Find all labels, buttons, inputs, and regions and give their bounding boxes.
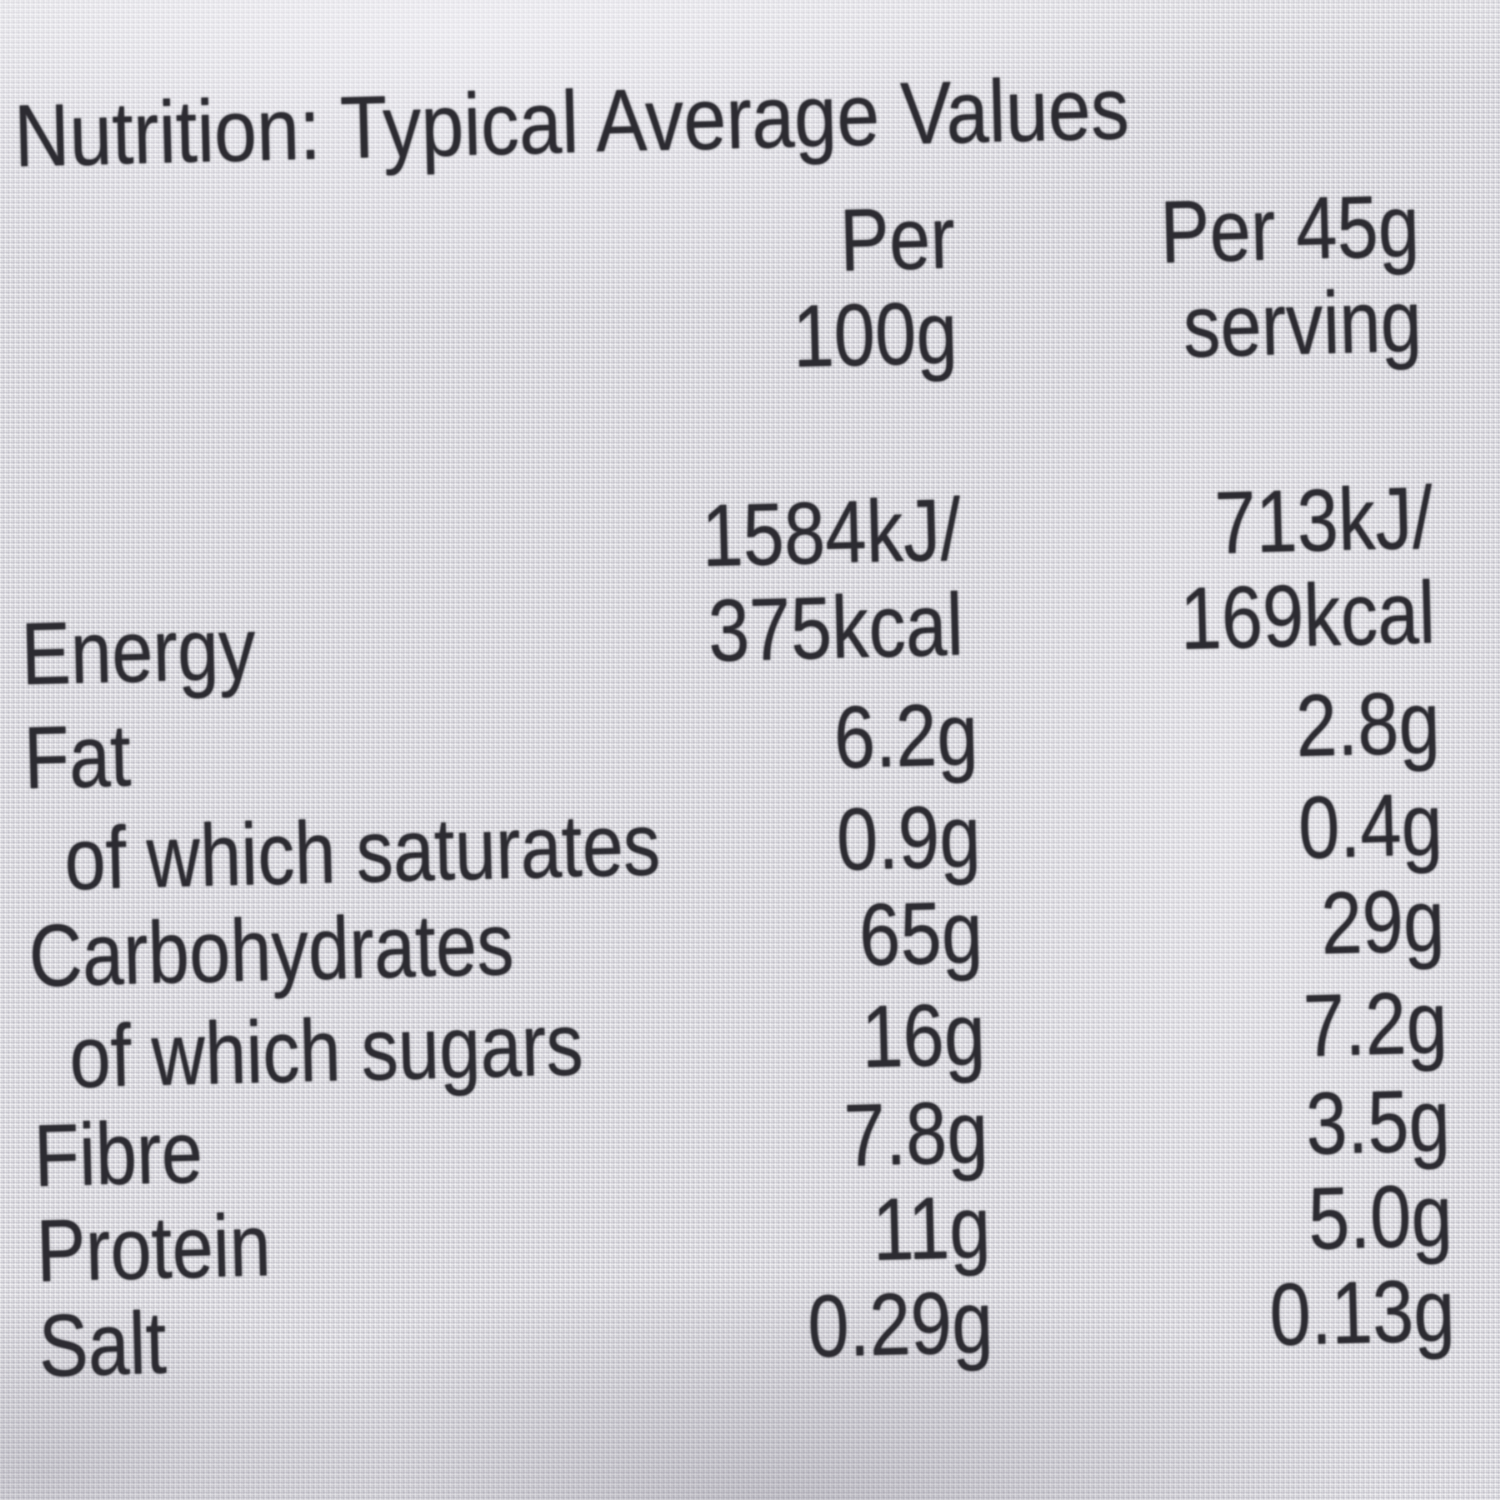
column-header-per-serving: Per 45g serving bbox=[964, 175, 1431, 380]
per-100g-value: 65g bbox=[858, 882, 984, 985]
per-100g-value: 0.9g bbox=[835, 786, 982, 889]
per-100g-value: 7.8g bbox=[842, 1082, 989, 1185]
per-serving-value: 29g bbox=[1319, 870, 1446, 973]
per-100g-value: 1584kJ/375kcal bbox=[700, 479, 965, 681]
nutrient-name: Carbohydrates bbox=[27, 894, 515, 1006]
nutrient-name: Fibre bbox=[32, 1102, 204, 1206]
nutrition-title: Nutrition: Typical Average Values bbox=[12, 51, 1485, 186]
per-serving-value: 3.5g bbox=[1304, 1070, 1451, 1174]
nutrient-name: Protein bbox=[35, 1195, 272, 1301]
per-100g-value: 11g bbox=[871, 1177, 992, 1280]
per-serving-line2: serving bbox=[1181, 270, 1423, 376]
per-100g-value: 0.29g bbox=[806, 1272, 994, 1376]
column-header-per-100g: Per 100g bbox=[610, 187, 969, 388]
per-serving-value: 0.13g bbox=[1268, 1260, 1456, 1365]
per-serving-value: 2.8g bbox=[1294, 672, 1441, 776]
per-serving-value: 5.0g bbox=[1306, 1165, 1454, 1269]
per-serving-value: 713kJ/169kcal bbox=[1178, 467, 1436, 669]
per-100g-line1: Per bbox=[838, 187, 957, 290]
per-serving-value: 0.4g bbox=[1297, 774, 1444, 878]
nutrient-name: Fat bbox=[22, 705, 132, 808]
per-100g-value: 16g bbox=[860, 984, 987, 1087]
nutrient-row-energy: Energy 1584kJ/375kcal 713kJ/169kcal bbox=[18, 467, 1498, 704]
nutrient-name: of which saturates bbox=[63, 794, 662, 909]
nutrient-name: Energy bbox=[20, 598, 257, 704]
per-serving-line1: Per 45g bbox=[1158, 175, 1421, 282]
nutrient-name: Salt bbox=[37, 1292, 168, 1396]
header-spacer bbox=[15, 371, 615, 386]
per-100g-value: 6.2g bbox=[832, 684, 979, 787]
column-header-row: Per 100g Per 45g serving bbox=[10, 176, 1490, 403]
per-100g-line2: 100g bbox=[791, 282, 959, 386]
per-serving-value: 7.2g bbox=[1302, 972, 1449, 1076]
nutrient-name: of which sugars bbox=[68, 994, 585, 1107]
nutrition-title-text: Nutrition: Typical Average Values bbox=[12, 58, 1131, 186]
